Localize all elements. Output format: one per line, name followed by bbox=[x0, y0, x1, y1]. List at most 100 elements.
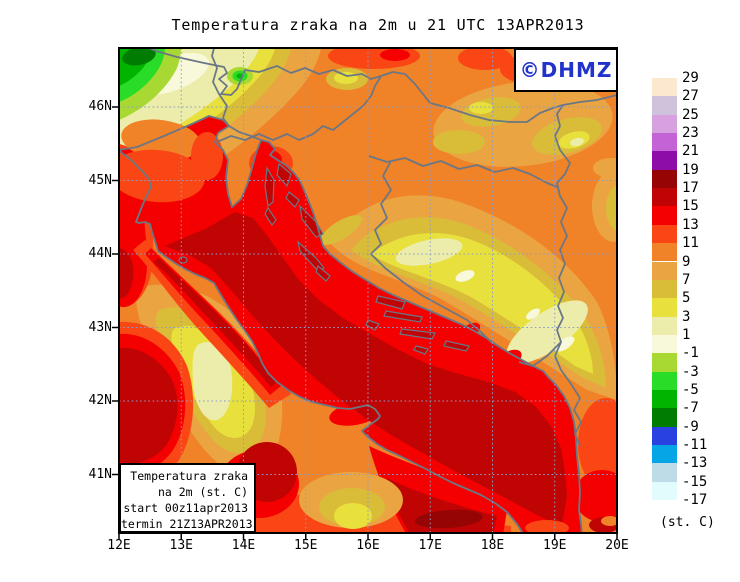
colorbar-tick-label: -15 bbox=[682, 473, 708, 490]
colorbar-tick-label: 7 bbox=[682, 271, 691, 288]
colorbar-swatch bbox=[652, 481, 677, 501]
colorbar-tick-label: 3 bbox=[682, 308, 691, 325]
page-title: Temperatura zraka na 2m u 21 UTC 13APR20… bbox=[171, 16, 585, 34]
field-region bbox=[578, 398, 617, 490]
colorbar-swatch bbox=[652, 261, 677, 280]
colorbar-tick-label: -1 bbox=[682, 345, 699, 362]
field-region bbox=[119, 347, 178, 464]
field-region bbox=[153, 258, 277, 387]
colorbar-swatch bbox=[652, 169, 677, 189]
colorbar-swatch bbox=[652, 298, 677, 317]
colorbar-tick-label: -11 bbox=[682, 437, 708, 453]
country-border bbox=[211, 48, 230, 127]
lon-label: 18E bbox=[480, 538, 505, 553]
colorbar-tick-label: 17 bbox=[682, 180, 699, 197]
axis-ticks bbox=[112, 106, 618, 540]
colorbar-tick-label: 11 bbox=[682, 235, 699, 252]
field-region bbox=[526, 308, 540, 320]
field-region bbox=[165, 212, 567, 526]
legend-box: Temperatura zraka na 2m (st. C) start 00z1… bbox=[119, 463, 256, 533]
field-region bbox=[122, 48, 156, 66]
field-region bbox=[469, 102, 493, 114]
field-region bbox=[334, 72, 358, 84]
map-plot-area bbox=[119, 48, 617, 533]
lat-label: 44N bbox=[88, 246, 112, 261]
coastline bbox=[119, 149, 524, 533]
colorbar-swatch bbox=[652, 206, 677, 225]
colorbar-swatch bbox=[652, 114, 677, 134]
field-region bbox=[334, 503, 372, 529]
field-region bbox=[570, 137, 584, 147]
colorbar-tick-label: -13 bbox=[682, 455, 708, 472]
colorbar-swatch bbox=[652, 224, 677, 244]
field-region bbox=[455, 270, 475, 282]
colorbar-tick-label: 21 bbox=[682, 143, 699, 160]
lon-label: 15E bbox=[294, 538, 318, 553]
field-region bbox=[395, 238, 463, 266]
colorbar-swatch bbox=[652, 78, 677, 97]
colorbar-tick-label: -9 bbox=[682, 418, 699, 435]
lat-label: 45N bbox=[88, 172, 112, 188]
colorbar-tick-label: 23 bbox=[682, 125, 699, 142]
map-frame bbox=[118, 47, 618, 534]
colorbar-swatch bbox=[652, 371, 677, 390]
colorbar-tick-label: -5 bbox=[682, 381, 699, 398]
field-region bbox=[320, 215, 362, 245]
island-outline bbox=[375, 295, 406, 310]
lat-label: 42N bbox=[88, 393, 112, 408]
colorbar-swatch bbox=[652, 408, 677, 427]
field-region bbox=[380, 49, 410, 61]
field-region bbox=[119, 248, 134, 299]
colorbar-tick-label: 1 bbox=[682, 326, 691, 343]
island-outline bbox=[443, 340, 470, 352]
field-region bbox=[192, 341, 233, 421]
colorbar-swatch bbox=[652, 334, 677, 354]
colorbar-swatch bbox=[652, 445, 677, 464]
colorbar-swatch bbox=[652, 389, 677, 409]
field-region bbox=[574, 470, 617, 522]
country-border bbox=[518, 341, 562, 367]
legend-line: Temperatura zraka bbox=[130, 469, 248, 483]
island-outline bbox=[285, 191, 300, 208]
colorbar-swatch bbox=[652, 316, 677, 335]
field-region bbox=[229, 468, 511, 533]
colorbar-unit-label: (st. C) bbox=[660, 515, 715, 530]
colorbar-swatch bbox=[652, 243, 677, 262]
lon-label: 17E bbox=[418, 538, 442, 553]
colorbar-tick-label: -3 bbox=[682, 363, 699, 380]
field-region bbox=[555, 336, 575, 352]
colorbar-tick-label: 25 bbox=[682, 106, 699, 123]
lon-label: 20E bbox=[605, 538, 629, 553]
field-region bbox=[606, 186, 617, 230]
lon-label: 12E bbox=[107, 538, 131, 553]
legend-line: termin 21Z13APR2013 bbox=[121, 517, 253, 531]
island-outline bbox=[315, 264, 331, 282]
country-border bbox=[228, 125, 262, 141]
island-outline bbox=[178, 256, 188, 264]
dhmz-watermark-text: ©DHMZ bbox=[519, 58, 613, 82]
colorbar-swatch bbox=[652, 96, 677, 115]
lon-label: 13E bbox=[169, 538, 193, 553]
country-border bbox=[368, 155, 558, 188]
colorbar-tick-label: 5 bbox=[682, 290, 691, 307]
lon-label: 16E bbox=[356, 538, 380, 553]
dhmz-watermark-box: ©DHMZ bbox=[514, 48, 618, 92]
island-outline bbox=[399, 328, 436, 340]
island-outline bbox=[264, 166, 275, 208]
field-region bbox=[415, 509, 483, 529]
field-region bbox=[458, 48, 512, 70]
country-border bbox=[573, 397, 582, 447]
island-outline bbox=[264, 206, 277, 227]
colorbar-swatch bbox=[652, 426, 677, 445]
legend-line: start 00z11apr2013 bbox=[123, 501, 248, 515]
island-outline bbox=[413, 345, 429, 355]
lat-label: 41N bbox=[88, 466, 112, 482]
colorbar-tick-label: 15 bbox=[682, 198, 699, 215]
colorbar-swatch bbox=[652, 151, 677, 170]
lat-label: 43N bbox=[88, 319, 112, 335]
island-outline bbox=[383, 310, 423, 323]
field-region bbox=[506, 300, 588, 364]
field-region bbox=[525, 520, 569, 533]
